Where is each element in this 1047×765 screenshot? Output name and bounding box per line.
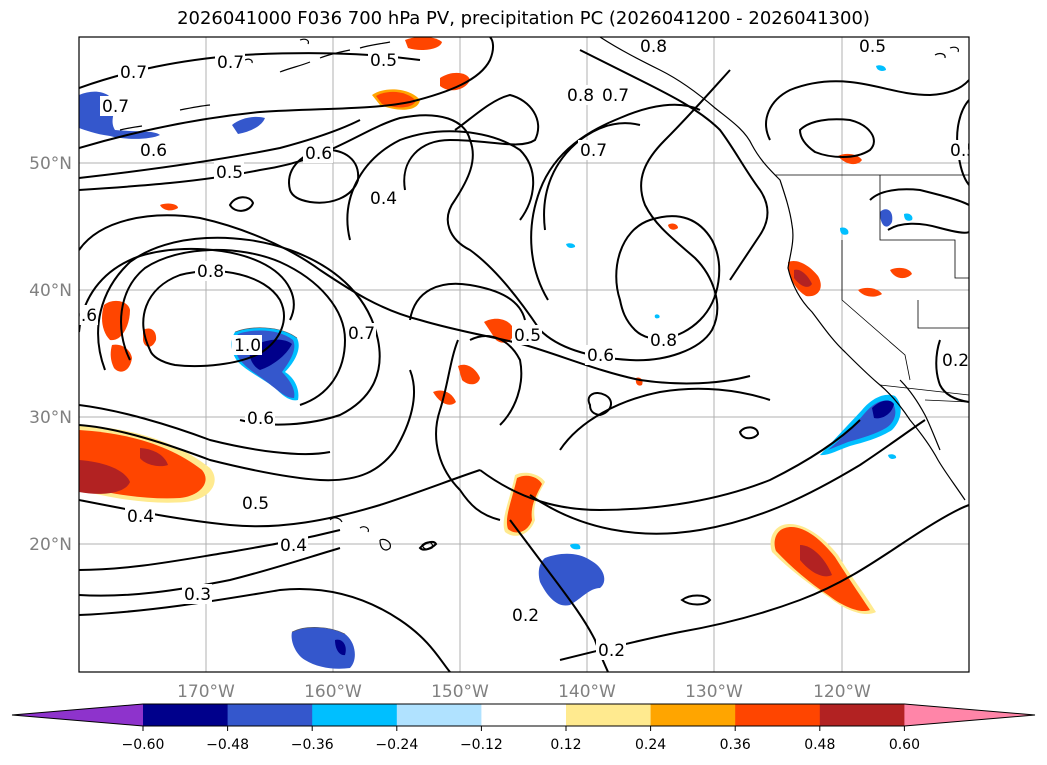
lon-label: 130°W xyxy=(685,682,743,702)
contour-label: 0.4 xyxy=(370,189,397,209)
lat-label: 40°N xyxy=(29,281,72,301)
contour-label: 0.6 xyxy=(70,306,97,326)
lon-label: 140°W xyxy=(558,682,616,702)
contour-label: 0.7 xyxy=(602,86,629,106)
contour-label: 0.7 xyxy=(580,141,607,161)
precip-positive-shading xyxy=(79,37,912,615)
gridlines xyxy=(79,37,969,672)
colorbar-tick-label: 0.48 xyxy=(804,737,835,753)
contour-label: 0.6 xyxy=(305,144,332,164)
colorbar-tick-label: 0.36 xyxy=(720,737,751,753)
contour-label: 0.8 xyxy=(640,37,667,57)
contour-label: 0.8 xyxy=(197,262,224,282)
colorbar-segment xyxy=(819,704,905,726)
contour-label: 0.5 xyxy=(950,141,977,161)
colorbar-tick-label: 0.12 xyxy=(550,737,581,753)
contour-label: 0.2 xyxy=(942,351,969,371)
colorbar-tick-label: −0.12 xyxy=(460,737,503,753)
thin-contour-outlines xyxy=(234,327,346,635)
contour-label: 0.5 xyxy=(370,51,397,71)
colorbar-extend-max xyxy=(904,704,1035,726)
colorbar-tick-label: −0.36 xyxy=(291,737,334,753)
contour-label: 0.8 xyxy=(650,331,677,351)
contour-labels: 0.7 0.7 0.7 0.6 0.6 0.5 0.5 0.5 0.4 0.8 … xyxy=(70,37,977,661)
lon-label: 160°W xyxy=(304,682,362,702)
contour-label: 1.0 xyxy=(234,336,261,356)
pv-contours xyxy=(79,37,969,672)
contour-label: 0.6 xyxy=(247,409,274,429)
colorbar-segment xyxy=(481,704,567,726)
contour-label: 0.3 xyxy=(184,585,211,605)
contour-label: 0.7 xyxy=(120,63,147,83)
lat-label: 30°N xyxy=(29,408,72,428)
contour-label: 0.4 xyxy=(127,507,154,527)
contour-label: 0.4 xyxy=(280,536,307,556)
precip-negative-shading xyxy=(79,65,913,669)
contour-label: 0.2 xyxy=(598,641,625,661)
lat-label: 20°N xyxy=(29,535,72,555)
plot-frame xyxy=(78,36,970,673)
colorbar-segment xyxy=(566,704,652,726)
lat-label: 50°N xyxy=(29,154,72,174)
colorbar-tick-label: −0.60 xyxy=(122,737,165,753)
colorbar-tick-label: −0.24 xyxy=(375,737,418,753)
lon-label: 150°W xyxy=(431,682,489,702)
coastlines xyxy=(119,37,966,551)
contour-label: 0.7 xyxy=(102,97,129,117)
contour-label: 0.5 xyxy=(216,163,243,183)
contour-label: 0.2 xyxy=(512,606,539,626)
colorbar-segment xyxy=(312,704,398,726)
colorbar-segment xyxy=(735,704,821,726)
colorbar: −0.60 −0.48 −0.36 −0.24 −0.12 0.12 0.24 0.36 0.4… xyxy=(11,703,1036,753)
map-title: 2026041000 F036 700 hPa PV, precipitatio… xyxy=(177,8,870,29)
contour-label: 0.6 xyxy=(587,346,614,366)
colorbar-segment xyxy=(396,704,482,726)
contour-label: 0.5 xyxy=(859,37,886,57)
colorbar-segment xyxy=(143,704,229,726)
latitude-labels: 50°N 40°N 30°N 20°N xyxy=(29,154,72,555)
contour-label: 0.6 xyxy=(140,141,167,161)
contour-label: 0.7 xyxy=(217,53,244,73)
contour-label: 0.8 xyxy=(567,86,594,106)
colorbar-extend-min xyxy=(12,704,143,726)
colorbar-segment xyxy=(650,704,736,726)
colorbar-tick-label: 0.60 xyxy=(889,737,920,753)
longitude-labels: 170°W 160°W 150°W 140°W 130°W 120°W xyxy=(177,682,871,702)
borders xyxy=(775,174,969,403)
colorbar-tick-label: −0.48 xyxy=(206,737,249,753)
contour-label: 0.7 xyxy=(348,324,375,344)
colorbar-segment xyxy=(227,704,313,726)
lon-label: 120°W xyxy=(813,682,871,702)
contour-label: 0.5 xyxy=(242,494,269,514)
lon-label: 170°W xyxy=(177,682,235,702)
contour-label: 0.5 xyxy=(514,326,541,346)
colorbar-tick-label: 0.24 xyxy=(635,737,666,753)
